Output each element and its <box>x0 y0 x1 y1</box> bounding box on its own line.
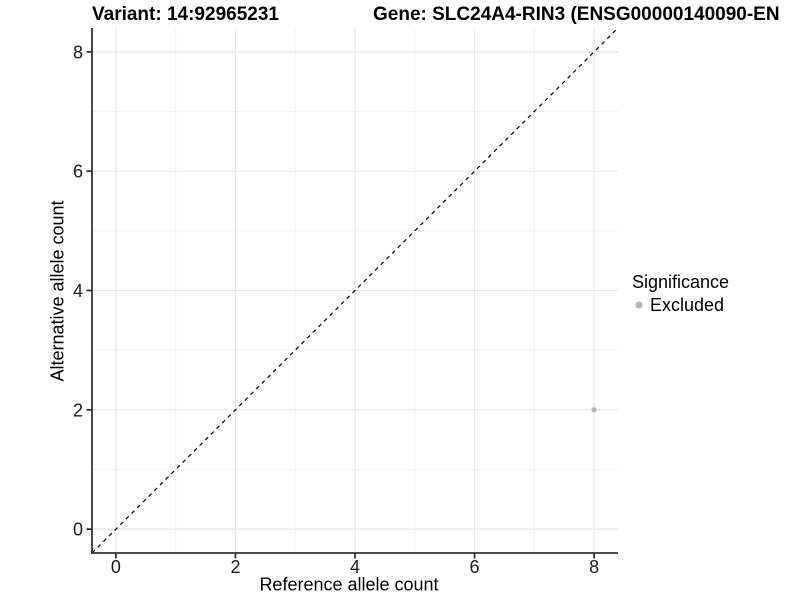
identity-line <box>91 27 619 554</box>
x-tick-label: 6 <box>470 557 480 577</box>
y-tick-label: 8 <box>73 42 83 62</box>
legend-title: Significance <box>632 272 730 292</box>
x-tick-label: 2 <box>230 557 240 577</box>
gene-title: Gene: SLC24A4-RIN3 (ENSG00000140090-EN <box>373 4 780 25</box>
legend: Significance Excluded <box>632 271 729 315</box>
y-tick-label: 4 <box>73 281 83 301</box>
x-axis-title: Reference allele count <box>259 574 439 595</box>
y-tick-label: 2 <box>73 400 83 420</box>
x-tick-label: 8 <box>589 557 599 577</box>
y-tick-label: 6 <box>73 162 83 182</box>
y-tick-label: 0 <box>73 520 83 540</box>
legend-entry-label: Excluded <box>650 295 725 315</box>
legend-entry-excluded: Excluded <box>632 295 729 315</box>
x-tick-label: 4 <box>350 557 360 577</box>
y-axis-title: Alternative allele count <box>47 200 68 382</box>
excluded-point-icon <box>635 301 643 309</box>
x-tick-label: 0 <box>111 557 121 577</box>
data-point <box>591 407 597 413</box>
variant-title: Variant: 14:92965231 <box>92 4 279 25</box>
